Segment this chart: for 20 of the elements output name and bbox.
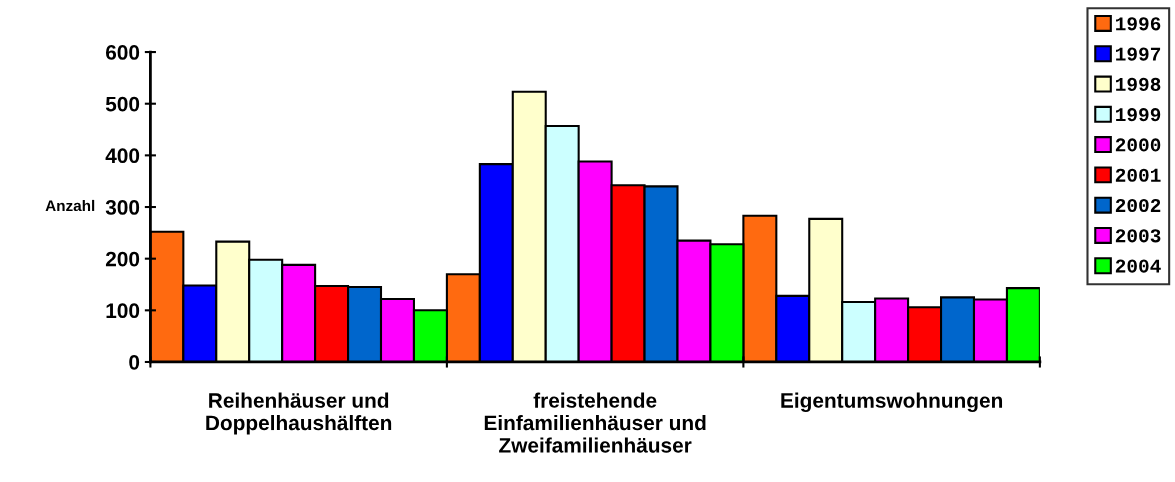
legend-label: 2004	[1115, 259, 1161, 273]
y-tick-label: 500	[105, 96, 140, 112]
y-tick-label: 400	[105, 148, 140, 164]
x-tick-label: Eigentumswohnungen	[781, 392, 1003, 413]
x-tick-label: freistehende Einfamilienhäuser und Zweifamilienhäuser	[484, 392, 706, 453]
legend-label: 2003	[1115, 229, 1161, 243]
y-axis-title: Anzahl	[45, 199, 95, 212]
y-tick-label: 200	[105, 251, 140, 267]
y-tick-label: 0	[129, 354, 140, 370]
legend-label: 1997	[1116, 47, 1161, 61]
legend-label: 1996	[1116, 17, 1161, 31]
legend-label: 1998	[1116, 77, 1161, 91]
legend-label: 1999	[1116, 108, 1161, 122]
y-tick-label: 300	[105, 200, 140, 215]
legend-label: 2001	[1115, 168, 1161, 182]
y-tick-label: 600	[105, 45, 140, 60]
legend-label: 2002	[1115, 198, 1161, 213]
x-tick-label: Reihenhäuser und Doppelhaushälften	[206, 392, 392, 435]
y-tick-label: 100	[106, 303, 140, 319]
legend-label: 2000	[1115, 138, 1161, 152]
